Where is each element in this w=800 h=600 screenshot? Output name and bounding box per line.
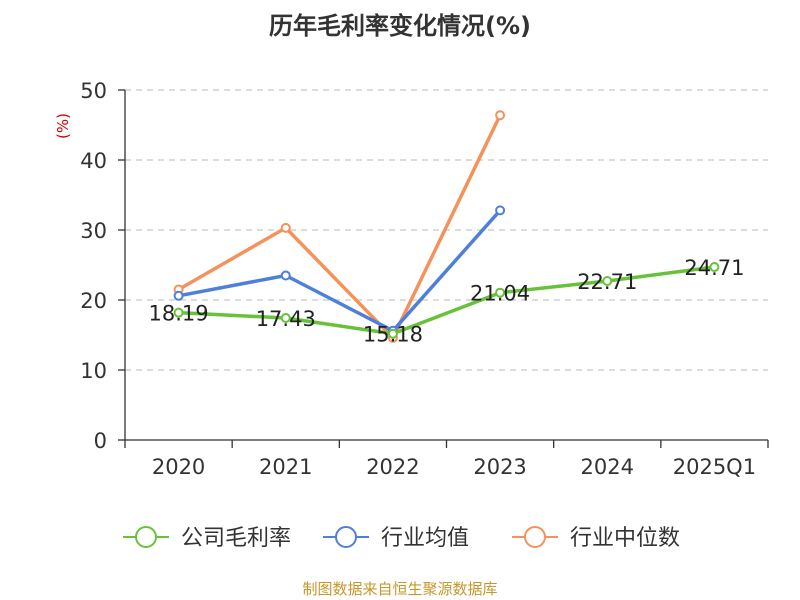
x-tick-label: 2021	[259, 455, 312, 479]
legend-label: 行业中位数	[570, 526, 680, 551]
data-labels: 18.19 17.43 15.18 21.04 22.71 24.71	[149, 256, 745, 347]
data-label: 24.71	[684, 256, 744, 280]
y-tick-label: 10	[80, 359, 107, 383]
data-point	[280, 312, 291, 323]
chart-title: 历年毛利率变化情况(%)	[269, 12, 531, 40]
source-note: 制图数据来自恒生聚源数据库	[302, 580, 498, 598]
y-tick-label: 20	[80, 289, 107, 313]
data-label: 18.19	[149, 302, 209, 326]
x-tick-label: 2020	[152, 455, 205, 479]
axes: 0 10 20 30 40 50 2020 2021 2022 2023 2024 2025Q1	[80, 79, 769, 479]
y-tick-label: 50	[80, 79, 107, 103]
data-point	[280, 270, 291, 281]
series-line	[178, 265, 715, 336]
data-label: 17.43	[256, 307, 316, 331]
series-line	[178, 209, 502, 333]
x-tick-label: 2024	[581, 455, 634, 479]
data-point	[495, 110, 506, 121]
series-line	[177, 114, 502, 340]
x-tick-label: 2025Q1	[673, 455, 756, 479]
data-point	[709, 262, 720, 273]
data-label: 21.04	[470, 282, 530, 306]
data-point	[173, 307, 184, 318]
y-axis-unit-label: (%)	[54, 113, 72, 139]
x-tick-label: 2022	[366, 455, 419, 479]
legend-swatch-marker	[135, 526, 157, 548]
data-label: 22.71	[577, 270, 637, 294]
data-point	[495, 205, 506, 216]
legend-swatch-marker	[524, 526, 546, 548]
y-tick-label: 0	[94, 429, 107, 453]
data-point	[495, 287, 506, 298]
y-tick-label: 30	[80, 219, 107, 243]
data-point	[173, 290, 184, 301]
x-tick-label: 2023	[473, 455, 526, 479]
legend-label: 行业均值	[381, 526, 469, 551]
legend-swatch-marker	[335, 526, 357, 548]
y-tick-label: 40	[80, 149, 107, 173]
legend: 公司毛利率 行业均值 行业中位数	[123, 526, 680, 551]
legend-label: 公司毛利率	[181, 526, 291, 551]
data-point	[387, 328, 398, 339]
series	[173, 110, 720, 343]
data-point	[602, 276, 613, 287]
data-point	[280, 222, 291, 233]
data-label: 15.18	[363, 323, 423, 347]
